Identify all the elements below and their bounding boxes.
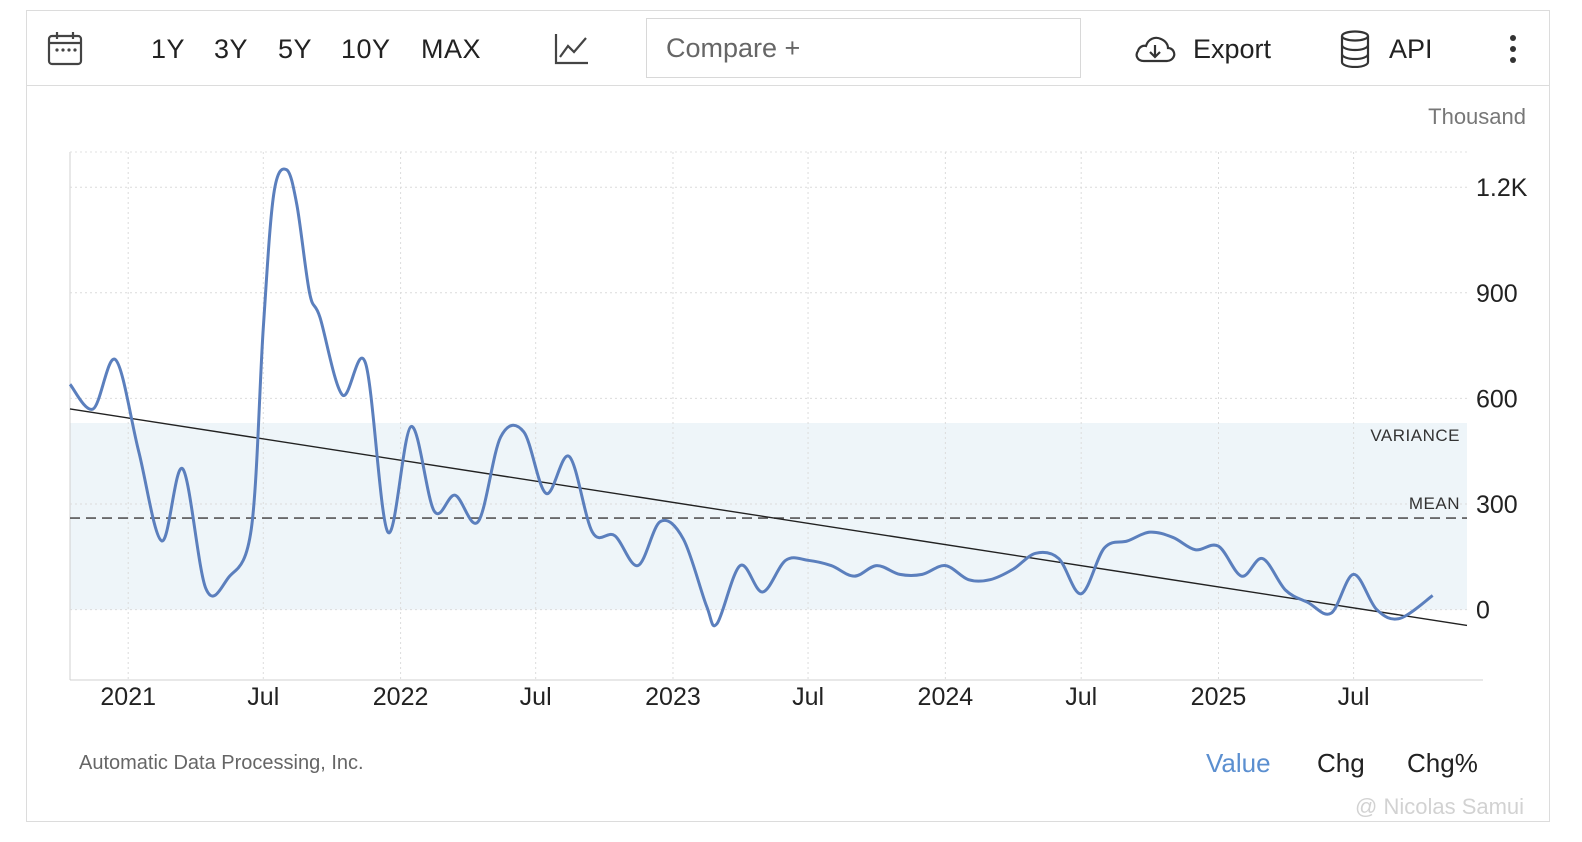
x-tick-label: Jul [520, 683, 552, 711]
y-tick-label: 600 [1476, 385, 1518, 413]
database-icon [1339, 30, 1371, 68]
source-label: Automatic Data Processing, Inc. [79, 752, 364, 774]
range-3y-button[interactable]: 3Y [214, 33, 249, 64]
chart-toolbar: 1Y 3Y 5Y 10Y MAX Compare + Export [26, 10, 1550, 86]
mean-label: MEAN [1409, 494, 1460, 513]
x-tick-label: Jul [1065, 683, 1097, 711]
export-label: Export [1193, 33, 1272, 64]
api-button[interactable]: API [1339, 11, 1433, 87]
range-1y-button[interactable]: 1Y [151, 33, 186, 64]
range-max-button[interactable]: MAX [421, 33, 482, 64]
trend-line [69, 408, 1468, 627]
line-chart-icon[interactable] [554, 11, 590, 87]
x-tick-label: 2023 [645, 683, 701, 711]
line-chart: 0 300 600 900 1.2K 2021 Jul 2022 Jul 2023 Jul 2024 J… [68, 151, 1528, 711]
variance-band [70, 423, 1467, 610]
x-tick-label: 2021 [100, 683, 156, 711]
api-label: API [1389, 33, 1433, 64]
chart-panel [26, 10, 1550, 822]
vertical-dots-icon[interactable] [1507, 11, 1519, 87]
y-tick-label: 1.2K [1476, 174, 1528, 202]
x-tick-label: Jul [1338, 683, 1370, 711]
y-tick-label: 0 [1476, 597, 1490, 625]
x-tick-label: 2022 [373, 683, 429, 711]
x-tick-label: Jul [792, 683, 824, 711]
variance-label: VARIANCE [1370, 426, 1460, 445]
cloud-download-icon [1133, 33, 1177, 65]
unit-label: Thousand [1428, 104, 1526, 129]
watermark: @ Nicolas Samui [1355, 794, 1525, 819]
tab-value[interactable]: Value [1206, 748, 1271, 778]
x-tick-label: 2025 [1191, 683, 1247, 711]
calendar-icon[interactable] [47, 11, 83, 87]
tab-chg[interactable]: Chg [1317, 748, 1365, 778]
range-5y-button[interactable]: 5Y [278, 33, 313, 64]
series-line [68, 167, 1434, 628]
x-tick-label: Jul [247, 683, 279, 711]
x-tick-label: 2024 [918, 683, 974, 711]
tab-chg-percent[interactable]: Chg% [1407, 748, 1478, 778]
compare-input[interactable]: Compare + [646, 18, 1081, 78]
export-button[interactable]: Export [1133, 11, 1271, 87]
y-tick-label: 300 [1476, 491, 1518, 519]
y-tick-label: 900 [1476, 280, 1518, 308]
range-10y-button[interactable]: 10Y [341, 33, 391, 64]
